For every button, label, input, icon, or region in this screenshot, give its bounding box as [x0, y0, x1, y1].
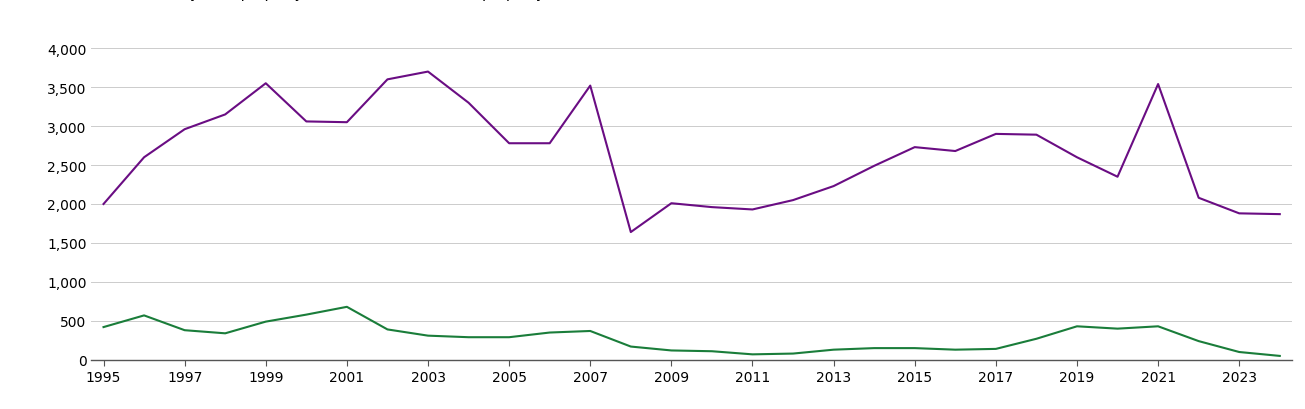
An established property: [988, 132, 1004, 137]
A newly built property: [258, 319, 274, 324]
A newly built property: [501, 335, 517, 340]
An established property: [136, 155, 151, 160]
A newly built property: [1191, 339, 1207, 344]
An established property: [786, 198, 801, 203]
An established property: [1150, 82, 1165, 87]
A newly built property: [218, 331, 234, 336]
An established property: [622, 230, 638, 235]
A newly built property: [1028, 337, 1044, 342]
A newly built property: [1109, 326, 1125, 331]
A newly built property: [867, 346, 882, 351]
A newly built property: [1069, 324, 1084, 329]
An established property: [299, 120, 315, 125]
A newly built property: [988, 346, 1004, 351]
Line: A newly built property: A newly built property: [103, 307, 1280, 356]
An established property: [1069, 155, 1084, 160]
A newly built property: [786, 351, 801, 356]
Line: An established property: An established property: [103, 72, 1280, 232]
A newly built property: [663, 348, 679, 353]
A newly built property: [1232, 350, 1248, 355]
A newly built property: [947, 347, 963, 352]
An established property: [582, 84, 598, 89]
A newly built property: [1272, 353, 1288, 358]
An established property: [258, 81, 274, 86]
An established property: [907, 145, 923, 150]
An established property: [420, 70, 436, 75]
A newly built property: [705, 349, 720, 354]
An established property: [1109, 175, 1125, 180]
A newly built property: [136, 313, 151, 318]
A newly built property: [907, 346, 923, 351]
A newly built property: [339, 305, 355, 310]
An established property: [1028, 133, 1044, 138]
A newly built property: [380, 327, 395, 332]
An established property: [501, 142, 517, 146]
An established property: [947, 149, 963, 154]
A newly built property: [1150, 324, 1165, 329]
A newly built property: [826, 347, 842, 352]
A newly built property: [95, 325, 111, 330]
An established property: [663, 201, 679, 206]
A newly built property: [745, 352, 761, 357]
A newly built property: [176, 328, 192, 333]
An established property: [176, 128, 192, 133]
An established property: [826, 184, 842, 189]
A newly built property: [299, 312, 315, 317]
An established property: [218, 112, 234, 118]
A newly built property: [542, 330, 557, 335]
An established property: [380, 78, 395, 83]
An established property: [339, 120, 355, 125]
An established property: [95, 202, 111, 207]
An established property: [867, 164, 882, 169]
A newly built property: [622, 344, 638, 349]
A newly built property: [461, 335, 476, 340]
An established property: [542, 142, 557, 146]
An established property: [1272, 212, 1288, 217]
An established property: [1232, 211, 1248, 216]
An established property: [745, 207, 761, 212]
An established property: [1191, 196, 1207, 201]
An established property: [461, 101, 476, 106]
An established property: [705, 205, 720, 210]
A newly built property: [420, 333, 436, 338]
A newly built property: [582, 329, 598, 334]
Legend: A newly built property, An established property: A newly built property, An established p…: [91, 0, 551, 7]
